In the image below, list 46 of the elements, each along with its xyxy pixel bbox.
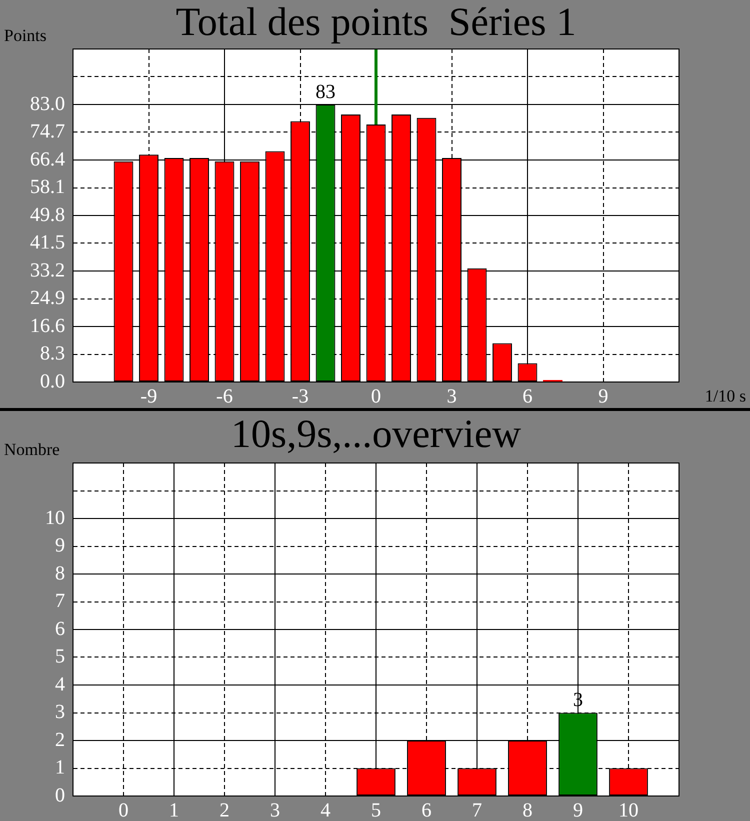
x-tick-label: 3 [270, 799, 280, 821]
x-tick-label: 0 [118, 799, 128, 821]
x-tick-label: 4 [320, 799, 330, 821]
y-tick-label: 33.2 [30, 259, 65, 282]
x-tick-label: -6 [216, 385, 233, 408]
x-tick-label: -3 [292, 385, 309, 408]
y-tick-label: 49.8 [30, 204, 65, 226]
x-tick-label: 5 [371, 799, 381, 821]
x-tick-label: 1 [169, 799, 179, 821]
y-axis-title: Points [4, 26, 47, 45]
y-tick-label: 16.6 [30, 314, 65, 337]
y-tick-label: 8.3 [40, 342, 65, 364]
x-tick-label: 10 [618, 799, 638, 821]
x-tick-label: 6 [422, 799, 432, 821]
y-tick-label: 66.4 [30, 148, 65, 170]
y-tick-label: 4 [55, 673, 65, 696]
chart-title: 10s,9s,...overview [231, 411, 522, 456]
y-tick-label: 2 [55, 728, 65, 751]
y-tick-label: 74.7 [30, 120, 65, 142]
y-tick-label: 5 [55, 646, 65, 668]
data-label: 83 [316, 80, 336, 103]
x-tick-label: -9 [140, 385, 158, 408]
y-tick-label: 6 [55, 618, 65, 640]
x-tick-label: 9 [573, 799, 583, 821]
x-tick-label: 9 [598, 385, 608, 408]
y-tick-label: 8 [55, 562, 65, 584]
x-tick-label: 7 [472, 799, 482, 821]
x-tick-label: 3 [446, 385, 457, 408]
x-axis-title: 1/10 s [704, 386, 746, 406]
y-tick-label: 41.5 [30, 232, 65, 254]
x-tick-label: 8 [522, 799, 532, 821]
y-tick-label: 10 [45, 506, 65, 529]
x-tick-label: 2 [220, 799, 230, 821]
y-tick-label: 7 [55, 590, 65, 612]
x-tick-label: 6 [522, 385, 532, 408]
y-tick-label: 24.9 [30, 287, 65, 309]
x-tick-label: 0 [371, 385, 381, 408]
y-tick-label: 83.0 [30, 92, 65, 115]
chart-title: Total des points Séries 1 [176, 0, 576, 44]
y-tick-label: 9 [55, 534, 65, 556]
y-tick-label: 58.1 [30, 176, 65, 198]
y-axis-title: Nombre [4, 440, 60, 459]
y-tick-label: 3 [55, 701, 65, 723]
y-tick-label: 0.0 [40, 370, 65, 392]
y-tick-label: 1 [55, 756, 65, 778]
y-tick-label: 0 [55, 784, 65, 806]
